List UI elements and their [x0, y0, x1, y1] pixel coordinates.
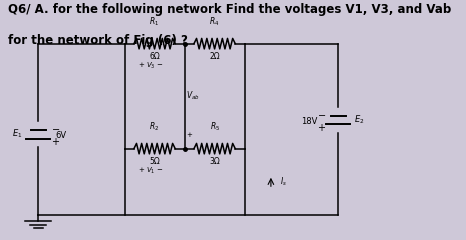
- Text: 3Ω: 3Ω: [209, 157, 220, 166]
- Text: 6Ω: 6Ω: [149, 52, 160, 61]
- Text: 6V: 6V: [55, 131, 66, 140]
- Text: 5Ω: 5Ω: [149, 157, 160, 166]
- Text: $R_5$: $R_5$: [210, 121, 219, 133]
- Text: $+$ $V_3$ $-$: $+$ $V_3$ $-$: [138, 60, 164, 71]
- Text: $+$: $+$: [317, 122, 326, 133]
- Text: $V_{ab}$: $V_{ab}$: [186, 90, 200, 102]
- Text: $-$: $-$: [50, 123, 60, 133]
- Text: $E_1$: $E_1$: [13, 128, 23, 140]
- Text: $R_2$: $R_2$: [150, 121, 160, 133]
- Text: 18V: 18V: [301, 117, 317, 126]
- Text: $+$: $+$: [185, 130, 192, 139]
- Text: $R_1$: $R_1$: [150, 16, 160, 28]
- Text: $-$: $-$: [317, 109, 326, 119]
- Text: 2Ω: 2Ω: [209, 52, 220, 61]
- Text: $R_4$: $R_4$: [209, 16, 220, 28]
- Text: $I_s$: $I_s$: [280, 176, 287, 188]
- Text: Q6/ A. for the following network Find the voltages V1, V3, and Vab: Q6/ A. for the following network Find th…: [8, 3, 452, 16]
- Text: $+$ $V_1$ $-$: $+$ $V_1$ $-$: [138, 165, 164, 175]
- Text: for the network of Fig (6) ?: for the network of Fig (6) ?: [8, 34, 188, 47]
- Text: $+$: $+$: [51, 136, 60, 147]
- Text: $E_2$: $E_2$: [354, 113, 364, 126]
